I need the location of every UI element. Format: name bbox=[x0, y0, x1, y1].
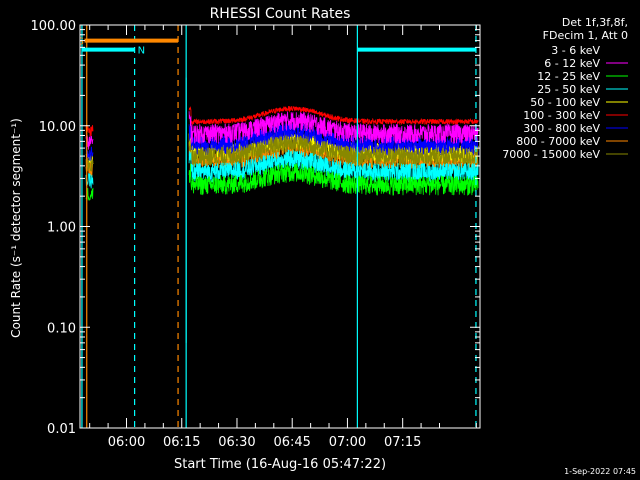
x-tick-label: 06:30 bbox=[218, 435, 255, 450]
x-axis-label: Start Time (16-Aug-16 05:47:22) bbox=[174, 457, 386, 472]
plot-area: SN bbox=[78, 25, 479, 428]
x-tick-label: 06:15 bbox=[163, 435, 200, 450]
axes-frame bbox=[79, 24, 481, 429]
legend-entry-label: 50 - 100 keV bbox=[530, 96, 600, 109]
legend-entry-label: 3 - 6 keV bbox=[551, 44, 600, 57]
flag-label-S: S bbox=[78, 37, 84, 48]
legend-entry-label: 25 - 50 keV bbox=[537, 83, 600, 96]
x-tick-label: 06:00 bbox=[108, 435, 145, 450]
legend-entry-label: 800 - 7000 keV bbox=[516, 135, 600, 148]
flag-label-N: N bbox=[138, 46, 145, 57]
legend-entry-label: 6 - 12 keV bbox=[544, 57, 600, 70]
data-layer: SN bbox=[78, 25, 479, 428]
x-tick-label: 07:15 bbox=[384, 435, 421, 450]
axes: 0.01 0.10 1.00 10.00 100.00 06:00 06:15 06:30 06… bbox=[31, 19, 481, 450]
y-tick-label: 1.00 bbox=[47, 221, 76, 236]
y-tick-label: 100.00 bbox=[31, 19, 77, 34]
y-axis-label: Count Rate (s⁻¹ detector segment⁻¹) bbox=[9, 118, 23, 338]
legend-header-line: FDecim 1, Att 0 bbox=[543, 29, 628, 42]
legend-entry-label: 7000 - 15000 keV bbox=[502, 148, 600, 161]
legend-entry-label: 100 - 300 keV bbox=[523, 109, 600, 122]
series-line-0 bbox=[85, 60, 479, 83]
legend-entry-label: 300 - 800 keV bbox=[523, 122, 600, 135]
chart-title: RHESSI Count Rates bbox=[210, 6, 351, 22]
legend-header-line: Det 1f,3f,8f, bbox=[562, 16, 628, 29]
x-tick-label: 06:45 bbox=[273, 435, 310, 450]
y-tick-label: 10.00 bbox=[39, 120, 76, 135]
legend-entry-label: 12 - 25 keV bbox=[537, 70, 600, 83]
y-tick-label: 0.10 bbox=[47, 321, 76, 336]
footer-date: 1-Sep-2022 07:45 bbox=[564, 467, 636, 476]
x-tick-label: 07:00 bbox=[329, 435, 366, 450]
y-tick-label: 0.01 bbox=[47, 422, 76, 437]
